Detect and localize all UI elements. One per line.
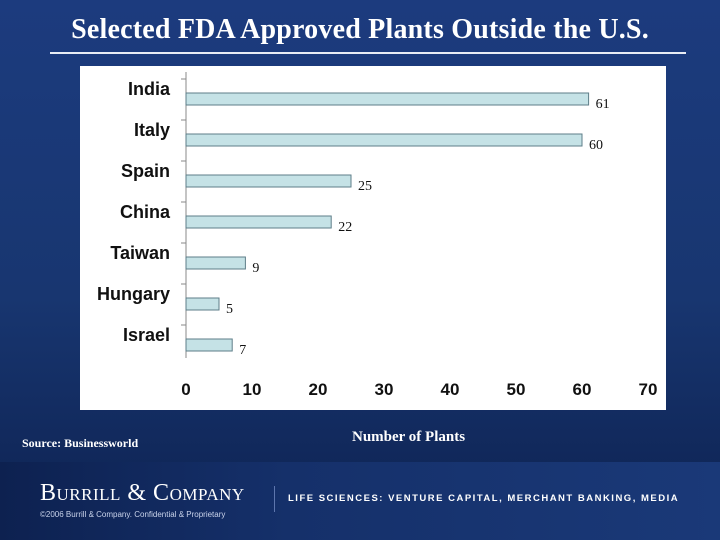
bar <box>185 338 233 352</box>
slide-title: Selected FDA Approved Plants Outside the… <box>71 14 649 45</box>
category-label: Italy <box>134 120 170 140</box>
x-tick-label: 0 <box>181 380 190 399</box>
bar <box>185 133 583 147</box>
company-logo: Burrill & Company <box>40 480 245 506</box>
bar <box>185 92 590 106</box>
bar <box>185 256 246 270</box>
footer-tagline: LIFE SCIENCES: VENTURE CAPITAL, MERCHANT… <box>288 493 680 504</box>
data-label: 25 <box>358 179 372 194</box>
footer-divider <box>274 486 275 512</box>
x-tick-label: 40 <box>441 380 460 399</box>
bar <box>185 297 220 311</box>
data-label: 9 <box>252 261 259 276</box>
data-label: 60 <box>589 138 603 153</box>
category-label: Israel <box>123 325 170 345</box>
category-label: India <box>128 79 171 99</box>
x-tick-label: 60 <box>573 380 592 399</box>
bar <box>185 215 332 229</box>
category-label: China <box>120 202 171 222</box>
x-tick-label: 70 <box>639 380 658 399</box>
data-label: 5 <box>226 302 233 317</box>
x-tick-label: 30 <box>375 380 394 399</box>
data-label: 7 <box>239 343 246 358</box>
data-label: 22 <box>338 220 352 235</box>
category-label: Spain <box>121 161 170 181</box>
source-note: Source: Businessworld <box>22 436 139 450</box>
bar <box>185 174 352 188</box>
x-tick-label: 50 <box>507 380 526 399</box>
data-label: 61 <box>596 97 610 112</box>
category-label: Taiwan <box>110 243 170 263</box>
copyright-note: ©2006 Burrill & Company. Confidential & … <box>40 510 226 519</box>
x-tick-label: 10 <box>243 380 262 399</box>
x-axis-title: Number of Plants <box>352 429 466 445</box>
category-label: Hungary <box>97 284 170 304</box>
footer-bar: Burrill & Company ©2006 Burrill & Compan… <box>0 462 720 540</box>
x-tick-label: 20 <box>309 380 328 399</box>
chart-panel: India 61 Italy 60 Spain 25 China 22 Taiwan 9 Hunga… <box>80 66 666 410</box>
bar-chart: India 61 Italy 60 Spain 25 China 22 Taiwan 9 Hunga… <box>97 72 658 399</box>
title-underline <box>50 52 686 54</box>
